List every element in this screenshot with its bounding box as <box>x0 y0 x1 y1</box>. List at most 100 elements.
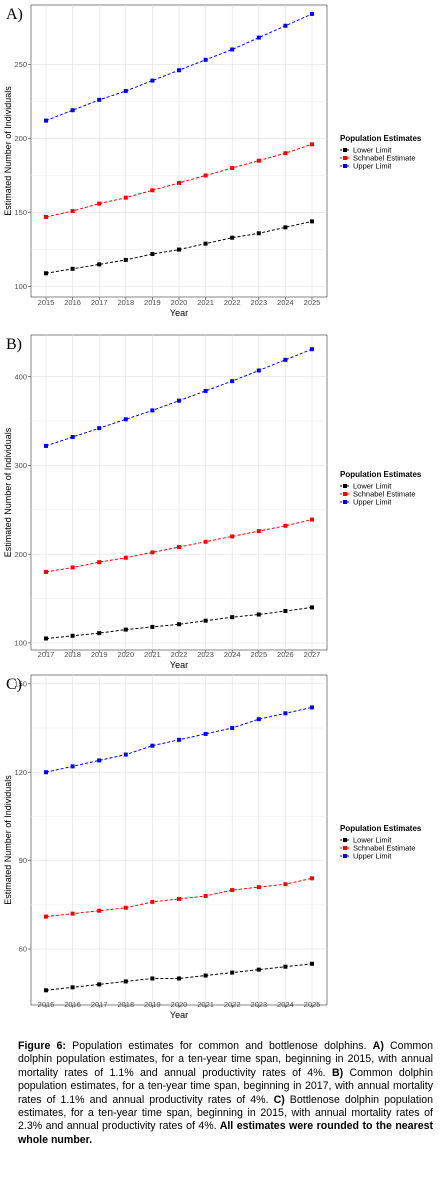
data-point <box>44 214 48 219</box>
legend-label: Schnabel Estimate <box>353 490 416 499</box>
data-point <box>230 970 235 975</box>
caption-end-text: All estimates were rounded to the neares… <box>18 1120 434 1146</box>
legend-key-marker <box>343 484 347 488</box>
data-point <box>44 443 48 448</box>
data-point <box>150 899 155 904</box>
x-tick-label: 2021 <box>144 650 161 659</box>
data-point <box>97 631 102 636</box>
data-point <box>150 408 155 413</box>
data-point <box>203 57 208 62</box>
data-point <box>230 615 235 620</box>
x-tick-label: 2016 <box>64 1000 81 1009</box>
data-point <box>230 726 235 731</box>
data-point <box>177 247 181 252</box>
y-tick-label: 100 <box>14 282 27 291</box>
data-point <box>256 885 261 890</box>
data-point <box>203 241 208 246</box>
data-point <box>123 88 128 93</box>
data-point <box>150 624 155 629</box>
data-point <box>123 627 128 632</box>
y-tick-label: 150 <box>14 679 27 688</box>
data-point <box>123 905 128 910</box>
legend-label: Schnabel Estimate <box>353 844 416 853</box>
y-tick-label: 300 <box>14 461 27 470</box>
x-tick-label: 2024 <box>277 1000 294 1009</box>
data-point <box>283 964 288 969</box>
chart-panel-c: C) 60 90 120 150 2015 2016 2017 2018 2019 2020 202… <box>0 670 443 1030</box>
x-tick-label: 2019 <box>144 1000 161 1009</box>
data-point <box>150 976 155 981</box>
x-tick-label: 2026 <box>277 650 294 659</box>
data-point <box>97 758 102 763</box>
data-point <box>256 529 261 534</box>
caption-b-text: Common dolphin population estimates, for… <box>18 1066 433 1106</box>
data-point <box>230 166 235 171</box>
data-point <box>203 539 208 544</box>
x-axis-title: Year <box>170 660 188 670</box>
x-tick-label: 2015 <box>38 298 55 307</box>
x-tick-label: 2027 <box>304 650 321 659</box>
data-point <box>177 896 181 901</box>
data-point <box>97 426 102 431</box>
legend-title: Population Estimates <box>340 824 422 833</box>
data-point <box>44 770 48 775</box>
caption-c-text: Bottlenose dolphin population estimates,… <box>18 1093 433 1133</box>
data-point <box>44 569 48 574</box>
data-point <box>177 68 181 73</box>
legend-label: Schnabel Estimate <box>353 154 416 163</box>
legend-label: Lower Limit <box>353 482 392 491</box>
x-tick-label: 2020 <box>117 650 134 659</box>
figure-caption: Figure 6: Population estimates for commo… <box>18 1040 433 1147</box>
x-tick-label: 2017 <box>38 650 55 659</box>
data-point <box>203 893 208 898</box>
data-point <box>44 118 48 123</box>
data-point <box>97 97 102 102</box>
data-point <box>97 982 102 987</box>
x-tick-label: 2022 <box>224 1000 241 1009</box>
x-tick-label: 2017 <box>91 1000 108 1009</box>
data-point <box>283 23 288 28</box>
caption-a-label: A) <box>372 1040 384 1052</box>
x-tick-label: 2024 <box>224 650 241 659</box>
x-tick-label: 2018 <box>117 298 134 307</box>
x-tick-label: 2024 <box>277 298 294 307</box>
legend-key-marker <box>343 500 347 504</box>
data-point <box>230 47 235 52</box>
data-point <box>310 705 314 710</box>
data-point <box>70 985 75 990</box>
data-point <box>177 976 181 981</box>
legend-label: Lower Limit <box>353 146 392 155</box>
data-point <box>283 711 288 716</box>
y-axis-title: Estimated Number of Individuals <box>3 86 13 216</box>
legend-label: Upper Limit <box>353 162 392 171</box>
data-point <box>177 180 181 185</box>
data-point <box>150 550 155 555</box>
caption-a-text: Common dolphin population estimates, for… <box>18 1040 434 1079</box>
x-tick-label: 2022 <box>224 298 241 307</box>
data-point <box>97 262 102 267</box>
data-point <box>203 731 208 736</box>
x-tick-label: 2015 <box>38 1000 55 1009</box>
legend-label: Upper Limit <box>353 852 392 861</box>
chart-panel-b: B) 100 200 300 400 2017 2018 2019 2020 2021 2022 2… <box>0 330 443 670</box>
legend-title: Population Estimates <box>340 470 422 479</box>
data-point <box>230 379 235 384</box>
legend-key-marker <box>343 492 347 496</box>
series-line <box>45 963 313 991</box>
data-point <box>70 565 75 570</box>
data-point <box>150 743 155 748</box>
x-tick-label: 2020 <box>171 1000 188 1009</box>
data-point <box>70 435 75 440</box>
data-point <box>97 908 102 913</box>
data-point <box>283 608 288 613</box>
data-point <box>310 961 314 966</box>
x-tick-label: 2021 <box>197 1000 214 1009</box>
data-point <box>70 209 75 214</box>
data-point <box>310 605 314 610</box>
data-point <box>177 622 181 627</box>
data-point <box>70 633 75 638</box>
data-point <box>177 737 181 742</box>
legend-key-marker <box>343 854 347 858</box>
x-tick-label: 2022 <box>171 650 188 659</box>
data-point <box>256 35 261 40</box>
